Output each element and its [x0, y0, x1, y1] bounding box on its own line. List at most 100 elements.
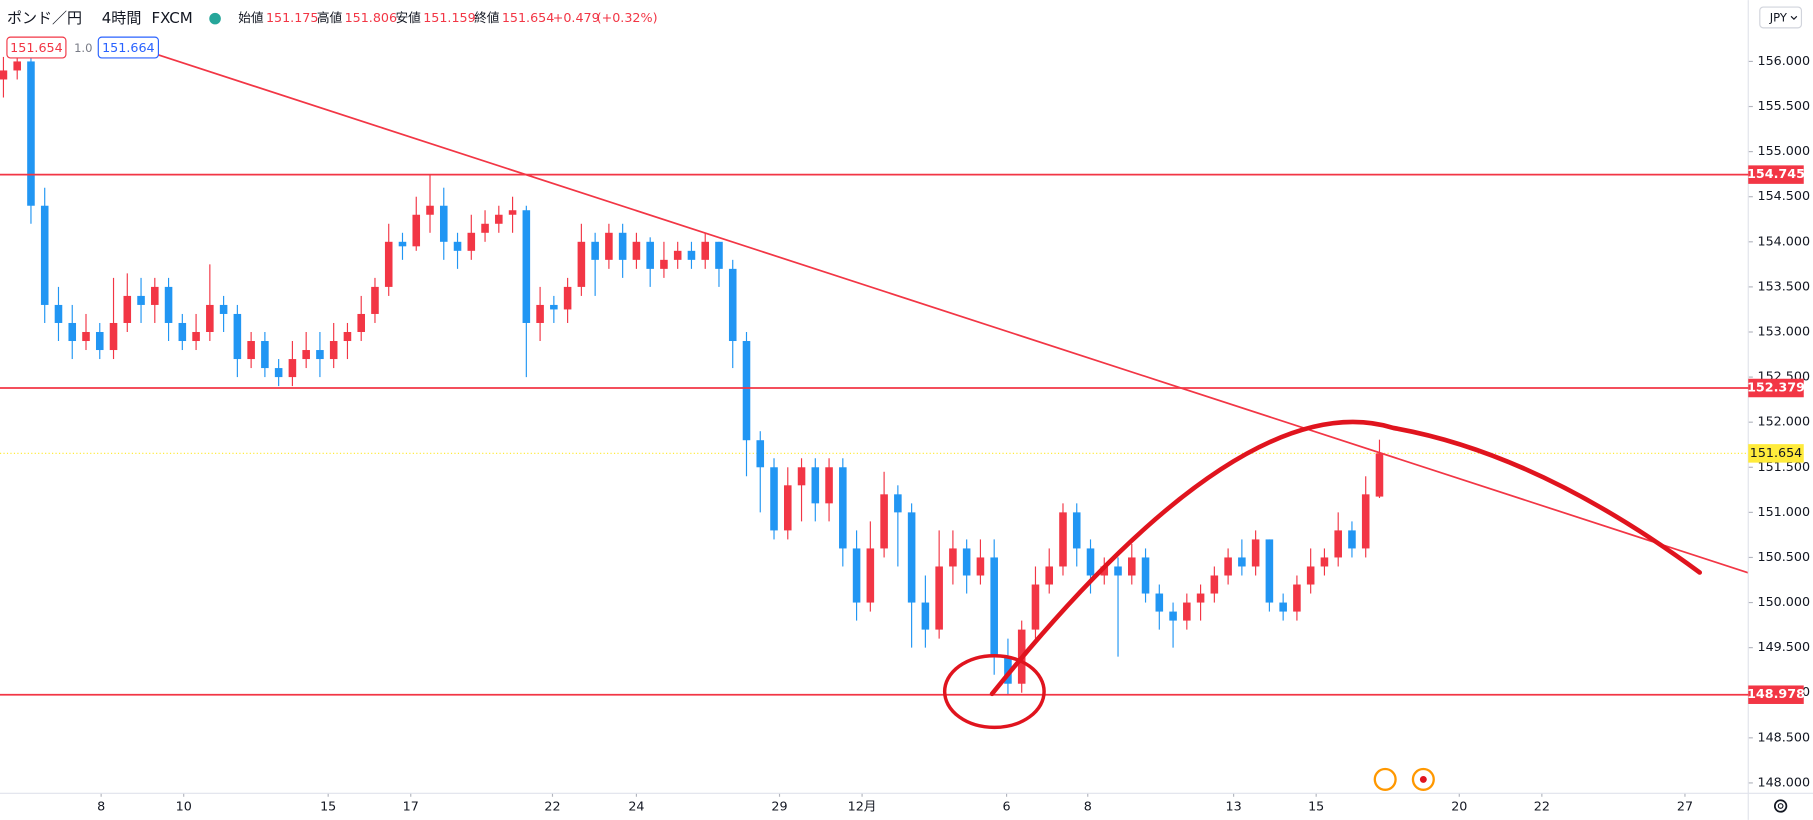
x-tick-label: 8 [97, 799, 105, 814]
candle-body [646, 241, 654, 269]
candle-body [563, 286, 572, 310]
y-tick-label: 151.000 [1758, 504, 1811, 519]
y-tick-label: 155.500 [1758, 98, 1811, 113]
candle-body [0, 70, 8, 80]
y-tick-label: 149.500 [1758, 639, 1811, 654]
y-tick-label: 148.500 [1758, 729, 1811, 744]
x-tick-label: 6 [1003, 799, 1011, 814]
open-value: 151.175 [266, 10, 319, 25]
x-tick-label: 15 [320, 799, 336, 814]
x-tick-label: 24 [628, 799, 644, 814]
candle-body [1279, 602, 1287, 612]
candle-body [1348, 530, 1356, 549]
header: ポンド／円 4時間 FXCM 始値 151.175 高値 151.806 安値 … [6, 6, 1803, 59]
level-label: 154.745 [1747, 166, 1805, 181]
candle-body [384, 241, 393, 287]
candle-body [1141, 557, 1150, 594]
candle-body [1100, 566, 1109, 576]
candle-body [247, 341, 255, 360]
candle-body [797, 467, 806, 486]
level-label-box [1748, 685, 1804, 704]
candle-body [673, 250, 682, 260]
y-tick-label: 156.000 [1758, 53, 1811, 68]
low-value: 151.159 [423, 10, 476, 25]
sell-box[interactable] [6, 36, 67, 59]
candle-body [728, 268, 737, 342]
candle-body [783, 485, 792, 531]
candle-body [481, 223, 489, 233]
sell-price[interactable]: 151.654 [10, 40, 63, 55]
plot: 148.000148.500149.000149.500150.000150.5… [0, 52, 1811, 814]
candle-body [839, 467, 847, 549]
candle-body [1031, 584, 1040, 630]
candle-body [605, 232, 613, 260]
candle-body [426, 205, 434, 215]
annotation-circle [942, 653, 1046, 730]
settings-icon[interactable] [1773, 799, 1788, 813]
currency[interactable]: JPY [1769, 11, 1788, 25]
buy-box[interactable] [97, 36, 159, 59]
y-tick-label: 150.500 [1758, 549, 1811, 564]
interval: 4時間 [102, 9, 142, 27]
candle-body [453, 241, 462, 251]
candle-body [219, 304, 228, 314]
candle-body [467, 232, 476, 251]
candle-body [357, 313, 365, 332]
candle-body [343, 331, 352, 342]
trendline [155, 53, 1749, 574]
candle-body [880, 494, 888, 549]
spread: 1.0 [74, 41, 92, 55]
candle-body [192, 331, 200, 342]
last-price-label: 151.654 [1750, 445, 1803, 460]
currency-caret [1790, 15, 1798, 21]
candle-body [1004, 656, 1012, 684]
x-tick-label: 27 [1677, 799, 1693, 814]
candle-body [302, 350, 310, 360]
candle-body [1334, 530, 1342, 558]
candle-body [54, 304, 63, 323]
close-label: 終値 [474, 10, 500, 25]
candle-body [508, 210, 517, 215]
candle-body [1128, 557, 1136, 576]
candle-body [701, 241, 710, 260]
candle-body [894, 494, 902, 513]
y-tick-label: 148.000 [1758, 774, 1811, 789]
x-tick-label: 17 [403, 799, 419, 814]
candle-body [1045, 566, 1054, 585]
candle-body [109, 322, 118, 351]
x-tick-label: 8 [1084, 799, 1092, 814]
event-flag[interactable] [1373, 767, 1397, 791]
x-tick-label: 29 [771, 799, 787, 814]
status-dot [209, 12, 221, 25]
candle-body [687, 250, 696, 260]
level-label-box [1748, 165, 1804, 184]
x-tick-label: 22 [1534, 799, 1550, 814]
candle-body [178, 322, 187, 342]
candle-body [495, 214, 503, 224]
candle-body [206, 304, 214, 332]
candle-body [770, 467, 778, 531]
y-tick-label: 154.000 [1758, 233, 1811, 248]
candle-body [316, 350, 324, 360]
candle-body [852, 548, 861, 603]
candle-body [866, 548, 875, 603]
candle-body [412, 214, 421, 247]
candle-body [1293, 584, 1301, 612]
candle-body [1251, 539, 1260, 567]
candle-body [151, 286, 159, 305]
candle-body [398, 241, 407, 247]
candle-body [95, 331, 104, 351]
currency-button[interactable] [1759, 6, 1803, 29]
x-tick-label: 15 [1308, 799, 1324, 814]
candle-body [550, 304, 558, 310]
candle-body [164, 286, 173, 323]
candle-body [261, 341, 269, 369]
y-tick-label: 152.000 [1758, 414, 1811, 429]
candle-body [825, 467, 833, 504]
candle-body [536, 304, 544, 323]
buy-price[interactable]: 151.664 [102, 40, 155, 55]
y-tick-label: 153.000 [1758, 323, 1811, 338]
candle-body [811, 467, 820, 504]
candle-body [715, 241, 723, 269]
candle-body [522, 210, 531, 323]
